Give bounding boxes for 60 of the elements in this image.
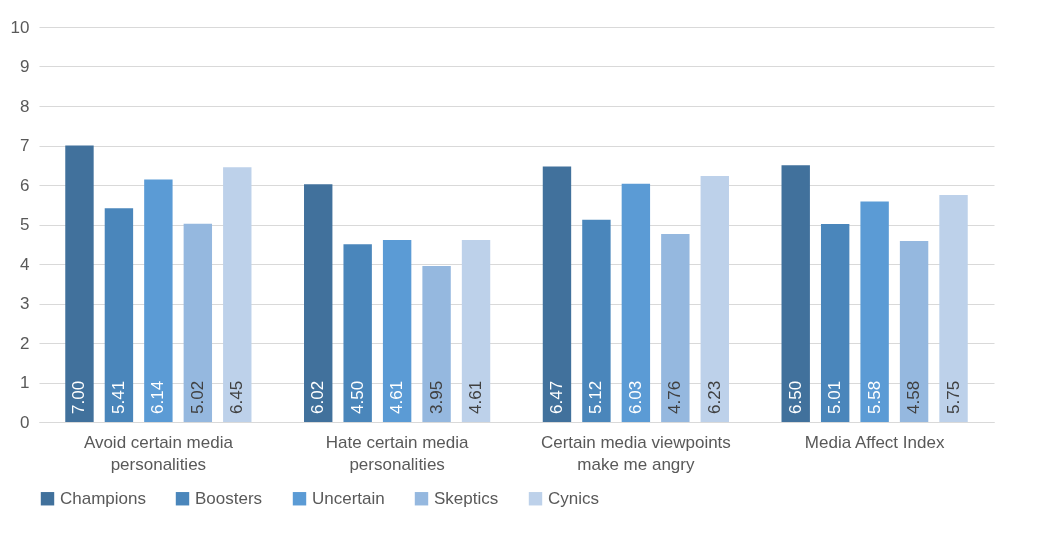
data-label: 4.76 [665,380,685,414]
bar [422,265,451,422]
x-tick-label: Avoid certain media personalities [83,432,234,474]
data-label: 5.01 [825,380,845,414]
y-tick-label: 6 [20,175,30,195]
data-label: 5.02 [187,380,207,414]
legend-label: Champions [60,488,146,508]
data-label: 4.61 [466,380,486,414]
bar [582,219,611,422]
y-tick-label: 4 [20,254,30,274]
x-tick-label: Certain media viewpoints make me angry [540,432,731,474]
data-label: 7.00 [69,380,89,414]
data-label: 6.23 [704,380,724,414]
data-label: 6.50 [785,380,805,414]
bar [144,179,173,422]
bar [820,224,850,422]
data-label: 6.03 [625,380,645,414]
data-label: 6.47 [546,380,566,414]
bar [621,183,651,422]
y-tick-label: 1 [20,373,30,392]
bar [304,184,333,422]
data-label: 3.95 [426,380,446,414]
bar [65,145,94,422]
bar [542,166,572,422]
bar [781,165,810,422]
y-tick-label: 5 [20,215,30,234]
bar [661,233,690,422]
legend-label: Uncertain [312,488,385,508]
bar [860,201,889,422]
legend-label: Boosters [195,488,263,508]
y-tick-label: 10 [10,17,30,37]
bar [104,208,134,422]
y-tick-label: 0 [20,412,30,432]
bar [939,194,968,422]
bar [183,223,213,422]
x-tick-label: Hate certain media personalities [325,432,470,474]
bar [343,244,372,422]
bar [899,241,929,422]
y-tick-label: 8 [20,96,30,116]
y-tick-label: 2 [20,333,30,353]
data-label: 5.12 [586,380,606,414]
data-label: 4.58 [904,380,924,414]
legend-label: Cynics [548,488,600,508]
data-label: 5.41 [108,380,128,414]
data-label: 6.45 [227,380,247,414]
legend-label: Skeptics [434,488,499,508]
data-label: 6.14 [148,380,168,414]
bar [382,239,412,422]
bar [223,167,252,422]
data-label: 5.75 [943,380,963,414]
bar [461,239,491,422]
bar [700,175,729,422]
data-label: 4.61 [387,380,407,414]
y-tick-label: 7 [20,136,30,155]
x-tick-label: Media Affect Index [804,432,945,452]
data-label: 6.02 [308,380,328,414]
y-tick-label: 9 [20,57,30,76]
data-label: 4.50 [347,380,367,414]
data-label: 5.58 [864,380,884,414]
y-tick-label: 3 [20,294,30,313]
